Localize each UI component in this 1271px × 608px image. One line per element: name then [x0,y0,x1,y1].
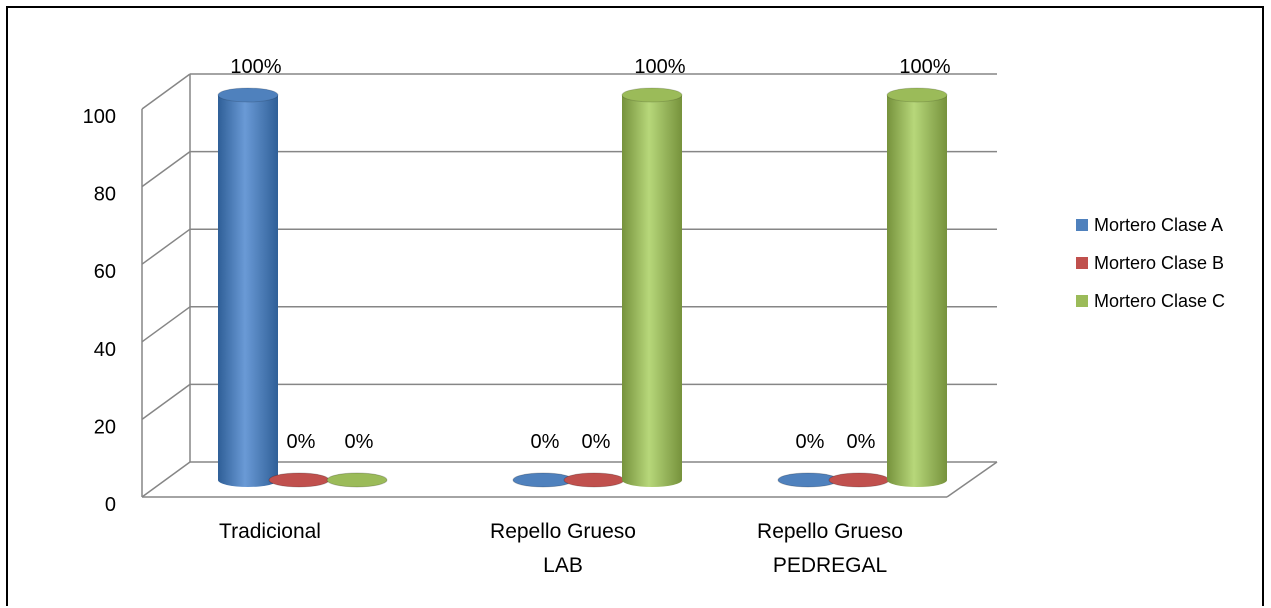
bar-top [621,87,683,103]
data-label: 0% [287,431,316,453]
bar [622,95,682,487]
bar-base [828,472,890,488]
legend-swatch-a [1076,219,1088,231]
y-tick-label: 80 [94,184,116,206]
legend-item-a: Mortero Clase A [1076,206,1225,244]
bar-base [268,472,330,488]
legend-swatch-b [1076,257,1088,269]
chart-plot: 0 20 40 60 80 100 100% 0% 0% 0% 0% 0% 0% 100% 100% Tr… [83,56,998,577]
y-tick-label: 40 [94,339,116,361]
legend-item-c: Mortero Clase C [1076,282,1225,320]
legend-item-b: Mortero Clase B [1076,244,1225,282]
x-tick-label: LAB [543,554,583,577]
data-label: 0% [582,431,611,453]
legend: Mortero Clase A Mortero Clase B Mortero … [1076,206,1225,320]
bar [887,95,947,487]
legend-swatch-c [1076,295,1088,307]
gridline-side [141,306,191,343]
x-tick-label: Repello Grueso [490,520,636,543]
data-label: 0% [531,431,560,453]
x-tick-label: PEDREGAL [773,554,887,577]
bar-base [563,472,625,488]
data-label: 100% [899,56,950,78]
gridline-side [141,150,191,188]
data-label: 100% [230,56,281,78]
x-tick-label: Repello Grueso [757,520,903,543]
chart-frame: 0 20 40 60 80 100 100% 0% 0% 0% 0% 0% 0% 100% 100% Tr… [6,6,1264,606]
gridline-side [141,228,191,265]
data-label: 100% [634,56,685,78]
legend-label-c: Mortero Clase C [1094,290,1226,311]
gridline-side [141,383,191,421]
legend-label-b: Mortero Clase B [1094,252,1225,273]
data-label: 0% [847,431,876,453]
y-tick-label: 100 [83,106,116,128]
gridline-side [141,73,191,110]
data-label: 0% [345,431,374,453]
data-label: 0% [796,431,825,453]
x-tick-label: Tradicional [219,520,321,543]
bar-base [326,472,388,488]
legend-label-a: Mortero Clase A [1094,214,1224,235]
bar [218,95,278,487]
bar-top [886,87,948,103]
y-tick-label: 20 [94,416,116,438]
gridline-side [141,461,191,498]
y-tick-label: 60 [94,261,116,283]
y-tick-label: 0 [105,494,116,516]
bar-top [217,87,279,103]
floor-right-edge [946,461,998,498]
